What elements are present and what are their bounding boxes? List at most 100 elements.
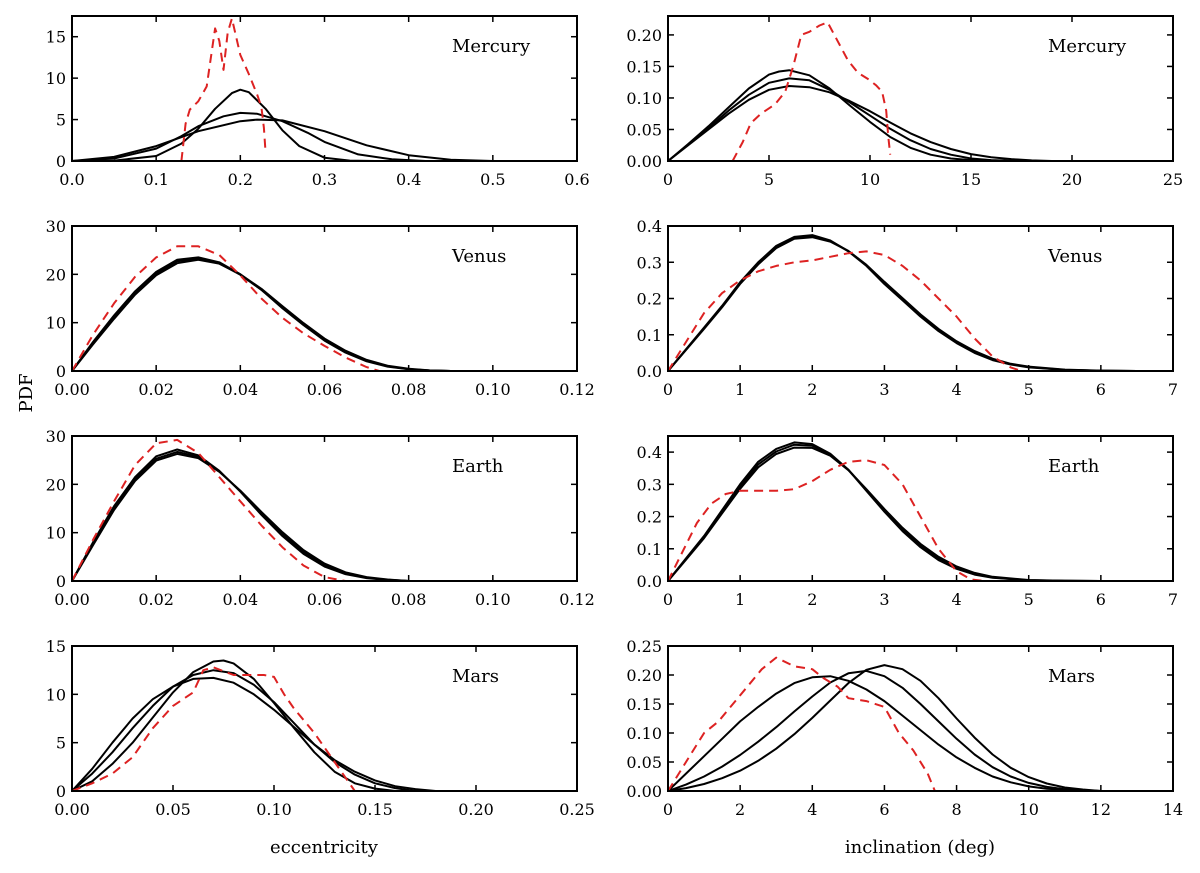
y-tick-label: 0 <box>56 782 66 801</box>
series-line-dashed-red <box>668 250 1022 371</box>
series-group <box>72 245 451 371</box>
series-line-black-3 <box>668 236 1137 371</box>
panel-mars-inclination: 0 2 4 6 8 10 12 14 0.00 0.05 0.10 0.15 0.20 0.25 Mars <box>626 637 1183 819</box>
series-line-black-2 <box>72 111 426 161</box>
y-tick-label: 0.20 <box>626 26 662 45</box>
x-tick-label: 0.00 <box>54 590 90 609</box>
series-line-black-3 <box>668 446 1101 581</box>
series-group <box>72 438 409 581</box>
x-tick-label: 0.04 <box>223 380 259 399</box>
x-tick-label: 0.10 <box>256 800 292 819</box>
panel-label-mercury: Mercury <box>452 36 531 57</box>
series-line-black-1 <box>72 256 451 371</box>
series-line-black-3 <box>668 85 1052 161</box>
x-tick-label: 7 <box>1168 590 1178 609</box>
y-tick-label: 15 <box>46 637 66 656</box>
x-tick-label: 0 <box>663 590 673 609</box>
x-tick-label: 0.2 <box>228 170 253 189</box>
series-group <box>668 21 1052 161</box>
series-line-black-1 <box>72 659 396 791</box>
series-line-black-3 <box>72 452 409 581</box>
x-tick-label: 0.04 <box>223 590 259 609</box>
x-tick-label: 0.0 <box>59 170 84 189</box>
y-tick-label: 0.0 <box>637 362 662 381</box>
y-axis-title: PDF <box>16 373 37 412</box>
x-tick-label: 0.08 <box>391 590 427 609</box>
x-tick-label: 0.25 <box>559 800 595 819</box>
series-line-black-1 <box>72 448 409 581</box>
x-tick-label: 2 <box>807 590 817 609</box>
x-tick-label: 0 <box>663 170 673 189</box>
x-tick-label: 3 <box>879 590 889 609</box>
x-tick-label: 0.00 <box>54 800 90 819</box>
panel-label-venus: Venus <box>451 246 506 267</box>
x-tick-label: 0 <box>663 800 673 819</box>
panel-label-venus: Venus <box>1047 246 1102 267</box>
x-tick-label: 0.02 <box>138 590 174 609</box>
x-tick-label: 6 <box>879 800 889 819</box>
series-line-black-3 <box>72 676 436 791</box>
y-tick-label: 0.00 <box>626 152 662 171</box>
y-tick-label: 0 <box>56 572 66 591</box>
y-tick-label: 0.00 <box>626 782 662 801</box>
y-tick-label: 10 <box>46 524 66 543</box>
series-line-dashed-red <box>668 459 986 581</box>
x-tick-label: 12 <box>1091 800 1111 819</box>
panel-label-mars: Mars <box>452 666 499 687</box>
x-tick-label: 5 <box>1024 380 1034 399</box>
y-tick-label: 0.15 <box>626 695 662 714</box>
y-tick-label: 0.05 <box>626 753 662 772</box>
y-tick-label: 0.1 <box>637 540 662 559</box>
x-tick-label: 15 <box>961 170 981 189</box>
y-tick-label: 0.4 <box>637 443 662 462</box>
x-tick-label: 0.20 <box>458 800 494 819</box>
y-tick-label: 0.3 <box>637 475 662 494</box>
series-line-black-2 <box>72 450 409 581</box>
plot-frame <box>667 435 1174 582</box>
panel-venus-inclination: 0 1 2 3 4 5 6 7 0.0 0.1 0.2 0.3 0.4 Venus <box>637 217 1179 399</box>
y-tick-label: 0.4 <box>637 217 662 236</box>
y-tick-label: 20 <box>46 265 66 284</box>
series-line-dashed-red <box>180 17 267 161</box>
x-tick-label: 0.10 <box>475 590 511 609</box>
y-tick-label: 0.10 <box>626 724 662 743</box>
series-line-dashed-red <box>72 666 356 791</box>
x-tick-label: 7 <box>1168 380 1178 399</box>
x-tick-label: 0.1 <box>143 170 168 189</box>
x-tick-label: 0.02 <box>138 380 174 399</box>
y-tick-label: 0.0 <box>637 572 662 591</box>
series-line-black-1 <box>668 69 1012 161</box>
panel-mercury-eccentricity: 0.0 0.1 0.2 0.3 0.4 0.5 0.6 0 5 10 15 Mercury <box>46 15 590 189</box>
y-tick-label: 0.10 <box>626 89 662 108</box>
x-tick-label: 0.12 <box>559 380 595 399</box>
y-tick-label: 30 <box>46 427 66 446</box>
plot-frame <box>667 645 1174 792</box>
series-group <box>668 441 1101 581</box>
x-tick-label: 10 <box>1019 800 1039 819</box>
x-tick-label: 1 <box>735 590 745 609</box>
series-line-black-2 <box>668 669 1101 791</box>
x-tick-label: 20 <box>1062 170 1082 189</box>
panel-label-earth: Earth <box>452 456 504 477</box>
x-tick-label: 5 <box>764 170 774 189</box>
y-tick-label: 0 <box>56 152 66 171</box>
series-line-black-1 <box>72 88 376 161</box>
series-group <box>72 17 493 161</box>
series-line-black-3 <box>72 118 493 161</box>
y-tick-label: 0 <box>56 362 66 381</box>
x-tick-label: 5 <box>1024 590 1034 609</box>
plot-frame <box>71 645 578 792</box>
x-tick-label: 3 <box>879 380 889 399</box>
x-tick-label: 0.06 <box>307 380 343 399</box>
x-tick-label: 0 <box>663 380 673 399</box>
y-tick-label: 0.25 <box>626 637 662 656</box>
y-tick-label: 0.05 <box>626 120 662 139</box>
panel-earth-eccentricity: 0.00 0.02 0.04 0.06 0.08 0.10 0.12 0 10 20 30 Earth <box>46 427 595 609</box>
y-tick-label: 10 <box>46 69 66 88</box>
x-tick-label: 0.4 <box>396 170 421 189</box>
plot-frame <box>667 15 1174 162</box>
x-tick-label: 14 <box>1163 800 1183 819</box>
x-tick-label: 0.08 <box>391 380 427 399</box>
y-tick-label: 10 <box>46 314 66 333</box>
y-tick-label: 0.2 <box>637 508 662 527</box>
